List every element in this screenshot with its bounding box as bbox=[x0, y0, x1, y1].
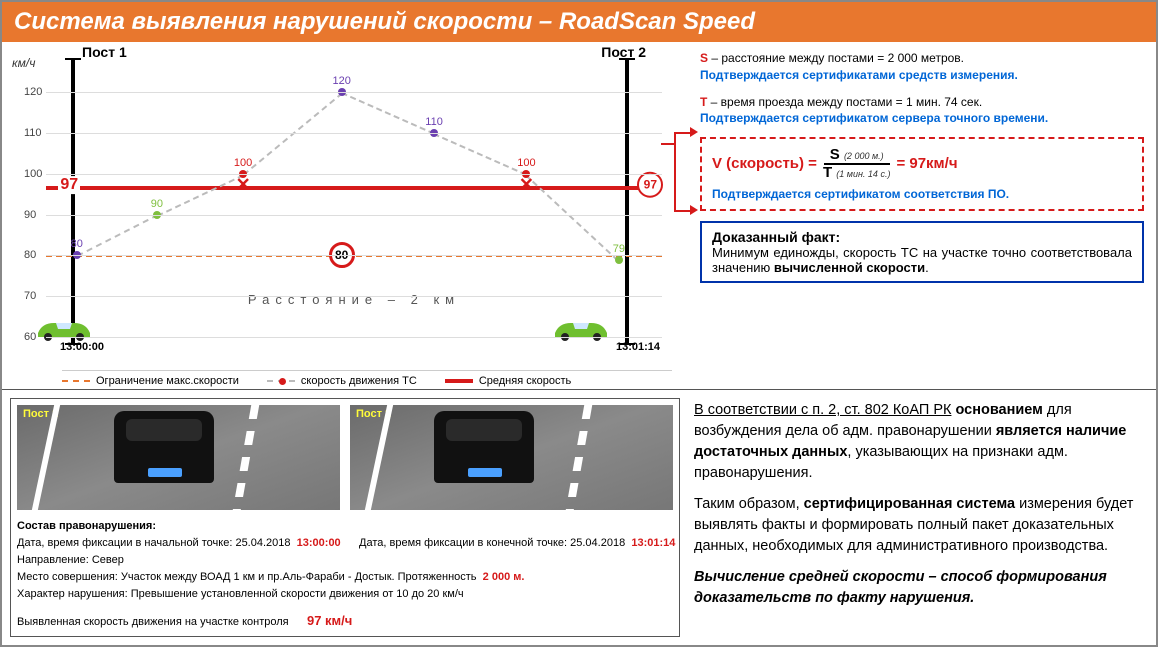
x-time-start: 13:00:00 bbox=[60, 341, 104, 353]
fact-box: Доказанный факт: Минимум единожды, скоро… bbox=[700, 221, 1144, 283]
fact-body: Минимум единожды, скорость ТС на участке… bbox=[712, 245, 1132, 275]
t-definition: T – время проезда между постами = 1 мин.… bbox=[700, 94, 1144, 128]
speed-chart: км/ч Пост 1 Пост 2 809797809010012011010… bbox=[2, 42, 692, 389]
s-definition: S – расстояние между постами = 2 000 мет… bbox=[700, 50, 1144, 84]
fact-title: Доказанный факт: bbox=[712, 229, 1132, 245]
legend-ts: скорость движения ТС bbox=[267, 375, 417, 387]
offense-details: Состав правонарушения: Дата, время фикса… bbox=[17, 518, 673, 631]
plot-area: 809797809010012011010079✕✕Расстояние – 2… bbox=[46, 72, 662, 337]
top-section: км/ч Пост 1 Пост 2 809797809010012011010… bbox=[2, 42, 1156, 390]
legend-limit: Ограничение макс.скорости bbox=[62, 375, 239, 387]
x-time-end: 13:01:14 bbox=[616, 341, 660, 353]
photo-post1: Пост 1 bbox=[17, 405, 340, 510]
formula-box: V (скорость) = S (2 000 м.) T (1 мин. 14… bbox=[700, 137, 1144, 211]
photo-row: Пост 1 Пост 2 bbox=[17, 405, 673, 510]
post1-bar bbox=[71, 58, 75, 345]
post2-bar bbox=[625, 58, 629, 345]
legend-avg: Средняя скорость bbox=[445, 375, 571, 387]
formula-confirmation: Подтверждается сертификатом соответствия… bbox=[712, 187, 1132, 201]
legal-text: В соответствии с п. 2, ст. 802 КоАП РК о… bbox=[688, 390, 1156, 645]
info-panel: S – расстояние между постами = 2 000 мет… bbox=[692, 42, 1156, 389]
bottom-section: Пост 1 Пост 2 Состав правонарушения: Дат… bbox=[2, 390, 1156, 645]
evidence-panel: Пост 1 Пост 2 Состав правонарушения: Дат… bbox=[10, 398, 680, 637]
page-title: Система выявления нарушений скорости – R… bbox=[2, 2, 1156, 42]
post1-label: Пост 1 bbox=[82, 44, 127, 60]
photo-post2: Пост 2 bbox=[350, 405, 673, 510]
page: Система выявления нарушений скорости – R… bbox=[0, 0, 1158, 647]
y-axis-label: км/ч bbox=[12, 56, 35, 70]
chart-legend: Ограничение макс.скорости скорость движе… bbox=[62, 370, 672, 387]
car-icon bbox=[434, 411, 534, 483]
car-icon bbox=[114, 411, 214, 483]
speed-formula: V (скорость) = S (2 000 м.) T (1 мин. 14… bbox=[712, 147, 1132, 181]
